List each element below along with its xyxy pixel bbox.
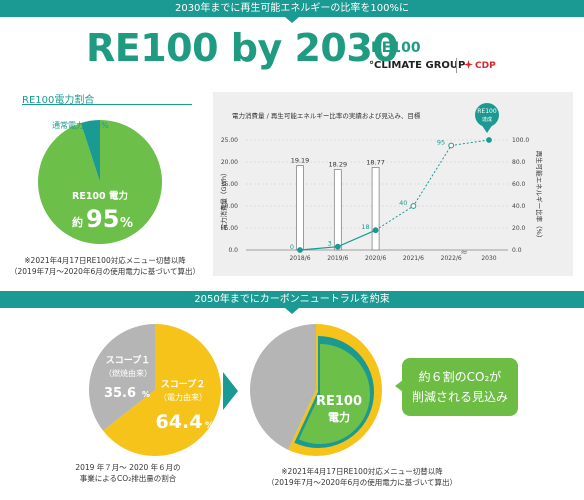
energy-bar (371, 167, 380, 251)
scope1-unit: % (142, 390, 150, 399)
pie1-big-value: 95 (86, 205, 119, 233)
y-left-tick-label: 10.00 (221, 203, 238, 210)
main-title: RE100 by 2030 (86, 26, 399, 70)
pie1-small-label: 通常電力 (52, 120, 84, 130)
re-ratio-point (334, 243, 341, 250)
pie1-slice-normal (80, 120, 100, 182)
y-right-tick-label: 60.0 (512, 181, 526, 188)
y-right-tick-label: 0.0 (512, 247, 522, 254)
y-right-tick-label: 20.0 (512, 225, 526, 232)
re-ratio-point (410, 203, 417, 209)
pie1-note: ※2021年4月17日RE100対応メニュー切替以降 （2019年7月～2020… (10, 255, 200, 277)
top-banner-text: 2030年までに再生可能エネルギーの比率を100%に (174, 3, 410, 14)
pie2-caption-line1: 2019 年７月～ 2020 年６月の (75, 463, 181, 472)
arrow-right-icon (223, 372, 238, 410)
scope1-value: 35.6 (104, 386, 136, 401)
energy-bar (333, 169, 342, 251)
pie1-big-label: RE100 電力 (72, 190, 128, 202)
pie1-big-unit: % (120, 216, 133, 231)
mid-banner-text: 2050年までにカーボンニュートラルを約束 (194, 294, 390, 305)
pie3-slice-green (298, 344, 370, 444)
energy-bar-label: 18.77 (366, 158, 385, 166)
re100-badge-pointer (481, 124, 493, 133)
scope2-unit: % (205, 421, 214, 431)
pie2-slice-scope2 (103, 324, 221, 456)
y-right-tick-label: 40.0 (512, 203, 526, 210)
re100-badge-line1: RE100 (477, 108, 497, 115)
chart-ylabel-left: 電力消費量（GWh） (219, 169, 228, 230)
energy-bar-label: 19.19 (291, 157, 310, 165)
x-tick-label: 2020/6 (365, 255, 386, 262)
x-tick-label: 2019/6 (327, 255, 348, 262)
climate-group-logo: °CLIMATE GROUP (369, 60, 466, 71)
y-left-tick-label: 20.00 (221, 159, 238, 166)
pie1-note-line2: （2019年7月～2020年6月の使用電力に基づいて算出） (10, 267, 200, 276)
re-ratio-label: 18 (361, 223, 369, 231)
y-right-tick-label: 100.0 (512, 137, 529, 144)
mid-banner: 2050年までにカーボンニュートラルを約束 (0, 291, 584, 308)
re-ratio-label: 3 (328, 240, 332, 248)
re-ratio-label: 95 (437, 139, 445, 147)
pie3-label-line2: 電力 (328, 410, 350, 424)
x-tick-label: 2021/6 (403, 255, 424, 262)
callout-line1: 約６割のCO₂が (418, 370, 502, 384)
y-left-tick-label: 25.00 (221, 137, 238, 144)
chart-title: 電力消費量 / 再生可能エネルギー比率の実績および見込み、目標 (232, 111, 421, 120)
re100-badge-circle (475, 103, 499, 127)
axis-break-icon: ≈ (460, 248, 468, 258)
chart-ylabel-right: 再生可能エネルギー比率（%） (535, 151, 544, 242)
re-ratio-point (486, 137, 492, 143)
re-ratio-label: 0 (290, 243, 294, 251)
callout-line2: 削減される見込み (411, 390, 508, 404)
chart-panel (213, 92, 573, 276)
co2-reduction-callout: 約６割のCO₂が 削減される見込み (402, 358, 518, 416)
re-ratio-label: 40 (399, 199, 407, 207)
pie3-note-line2: （2019年7月～2020年6月の使用電力に基づいて算出） (267, 478, 457, 487)
pie1-small-value: 約5% (88, 120, 109, 130)
energy-bar-label: 18.29 (328, 161, 347, 169)
x-tick-label: 2030 (481, 255, 496, 262)
pie2-slice-scope1 (88, 324, 155, 431)
pie1-big-prefix: 約 (72, 215, 83, 229)
pie1-slice-re100 (37, 120, 162, 244)
y-left-tick-label: 5.00 (225, 225, 239, 232)
pie2-caption-line2: 事業によるCO₂排出量の割合 (79, 474, 177, 483)
scope2-label-line2: （電力由来） (159, 392, 207, 402)
y-left-tick-label: 0.0 (228, 247, 238, 254)
re-ratio-point (448, 142, 455, 149)
x-tick-label: 2018/6 (289, 255, 310, 262)
callout-pointer (395, 380, 403, 392)
re100-achieved-badge: RE100 達成 (475, 103, 499, 133)
y-right-tick-label: 80.0 (512, 159, 526, 166)
top-banner-notch (285, 17, 299, 23)
top-banner: 2030年までに再生可能エネルギーの比率を100%に (0, 0, 584, 17)
pie3-note-line1: ※2021年4月17日RE100対応メニュー切替以降 (281, 467, 443, 476)
pie2-caption: 2019 年７月～ 2020 年６月の 事業によるCO₂排出量の割合 (58, 462, 198, 484)
pie1-note-line1: ※2021年4月17日RE100対応メニュー切替以降 (24, 256, 186, 265)
mid-banner-notch (285, 308, 299, 314)
scope1-label-line1: スコープ１ (106, 354, 150, 366)
re100-logo: RE100 (371, 40, 421, 56)
cdp-logo: CDP (475, 61, 496, 71)
pie3-slice-gray (250, 324, 316, 450)
re-ratio-point (297, 247, 303, 253)
pie3-note: ※2021年4月17日RE100対応メニュー切替以降 （2019年7月～2020… (262, 466, 462, 488)
y-left-tick-label: 15.00 (221, 181, 238, 188)
logo-divider (456, 58, 457, 73)
scope1-label-line2: （燃焼由来） (104, 368, 152, 378)
pie-section-title: RE100電力割合 (22, 95, 95, 106)
re100-badge-line2: 達成 (482, 116, 492, 123)
pie-section-underline (22, 104, 192, 105)
scope2-value: 64.4 (156, 411, 203, 433)
scope2-label-line1: スコープ２ (161, 378, 205, 390)
re-ratio-point (372, 227, 379, 234)
x-tick-label: 2022/6 (441, 255, 462, 262)
pie1-leader-line (91, 124, 96, 136)
re-ratio-line-forecast (375, 139, 490, 231)
pie3-label-line1: RE100 (316, 394, 362, 409)
cdp-logo-mark-icon (464, 60, 473, 69)
